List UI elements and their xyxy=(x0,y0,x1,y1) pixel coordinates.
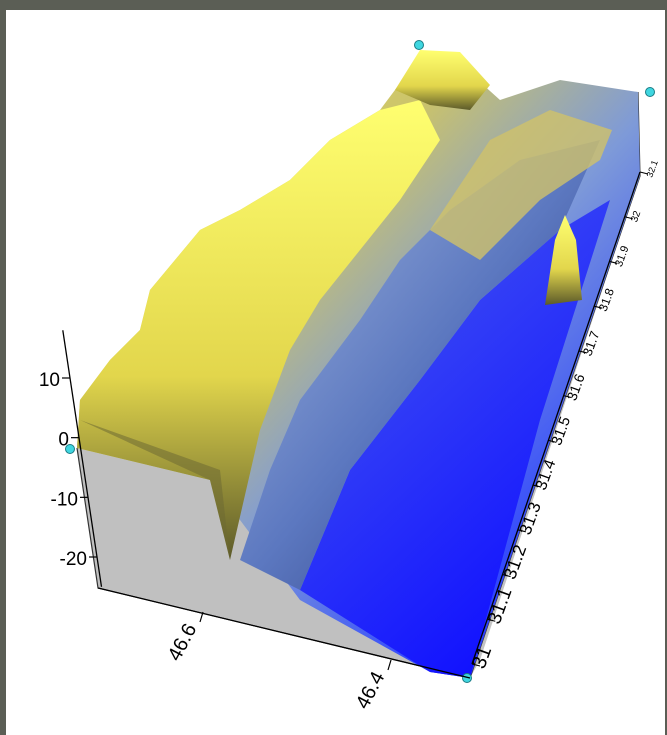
x-tick xyxy=(199,611,204,623)
z-axis-line xyxy=(62,330,103,587)
x-tick-label: 46.4 xyxy=(352,668,390,713)
y-tick xyxy=(548,439,557,443)
y-axis-line xyxy=(471,171,641,665)
y-tick xyxy=(578,350,588,354)
y-tick-label: 32 xyxy=(629,209,643,224)
y-tick xyxy=(502,574,511,578)
y-tick xyxy=(471,663,481,667)
y-tick xyxy=(609,260,618,264)
y-tick xyxy=(594,305,603,309)
z-tick-label: 10 xyxy=(39,370,60,391)
x-tick xyxy=(387,659,392,671)
z-tick-label: -20 xyxy=(60,549,87,570)
corner-marker-left xyxy=(65,444,75,454)
y-tick xyxy=(624,216,633,220)
y-tick xyxy=(532,484,542,488)
z-axis: 10 0 -10 -20 xyxy=(39,330,103,587)
x-tick-label: 46.6 xyxy=(164,620,202,665)
corner-marker-right xyxy=(645,87,655,97)
y-tick-label: 32.1 xyxy=(644,159,659,179)
x-axis-line xyxy=(97,587,471,679)
y-tick xyxy=(563,395,572,399)
z-tick-label: -10 xyxy=(51,489,78,510)
corner-marker-top xyxy=(414,40,424,50)
y-tick xyxy=(487,618,496,622)
z-tick-label: 0 xyxy=(58,430,69,451)
y-tick xyxy=(517,529,526,533)
y-tick xyxy=(639,171,649,175)
surface-mesh xyxy=(77,50,640,678)
corner-marker-bottom xyxy=(462,673,472,683)
